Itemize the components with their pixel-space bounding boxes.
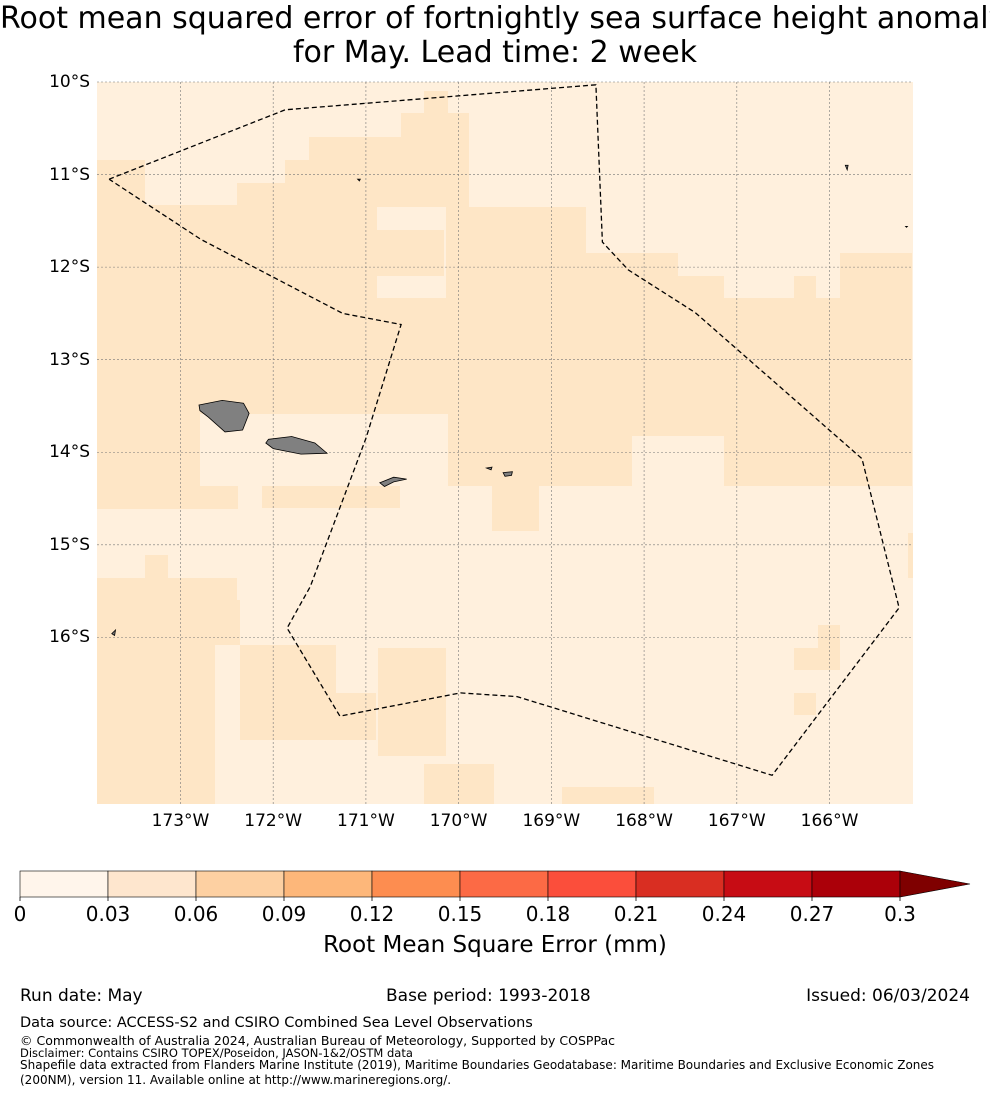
island-savaii bbox=[198, 399, 250, 433]
island-tau bbox=[502, 471, 513, 477]
island-small-4 bbox=[111, 628, 117, 637]
colorbar-tick-label: 0.24 bbox=[701, 902, 747, 926]
colorbar-segment-8 bbox=[723, 870, 813, 898]
lat-tick-label: 16°S bbox=[49, 627, 90, 648]
rmse-field bbox=[97, 82, 913, 804]
field-cell-6 bbox=[401, 113, 469, 207]
title-line-2: for May. Lead time: 2 week bbox=[292, 35, 698, 70]
field-cell-7 bbox=[424, 91, 448, 113]
field-cell-10 bbox=[446, 253, 540, 298]
field-cell-18 bbox=[448, 436, 632, 486]
colorbar-segment-2 bbox=[195, 870, 285, 898]
colorbar-segment-1 bbox=[107, 870, 197, 898]
field-cell-5 bbox=[376, 137, 401, 207]
island-small-2 bbox=[844, 164, 849, 172]
island-small-3 bbox=[904, 225, 909, 228]
colorbar-tick-label: 0.03 bbox=[85, 902, 131, 926]
lon-tick-label: 166°W bbox=[800, 811, 859, 831]
field-cell-28 bbox=[240, 645, 336, 740]
map-title: Root mean squared error of fortnightly s… bbox=[0, 2, 990, 70]
colorbar-tick-label: 0.15 bbox=[437, 902, 483, 926]
lat-tick-label: 12°S bbox=[49, 257, 90, 278]
field-cell-15 bbox=[97, 298, 257, 414]
colorbar-tick-label: 0.06 bbox=[173, 902, 219, 926]
colorbar-tick-label: 0.27 bbox=[789, 902, 835, 926]
field-cell-17 bbox=[448, 414, 912, 436]
field-cell-34 bbox=[818, 625, 840, 648]
field-cell-27 bbox=[215, 578, 237, 623]
colorbar-extend-arrow bbox=[899, 870, 971, 898]
field-cell-31 bbox=[424, 764, 494, 804]
lon-tick-label: 169°W bbox=[522, 811, 581, 831]
field-cell-3 bbox=[285, 160, 310, 183]
colorbar-tick-label: 0.21 bbox=[613, 902, 659, 926]
colorbar-tick-label: 0.3 bbox=[884, 902, 916, 926]
lon-tick-label: 172°W bbox=[244, 811, 303, 831]
land-masses bbox=[111, 164, 909, 637]
colorbar-segment-9 bbox=[811, 870, 901, 898]
colorbar-tick-label: 0.12 bbox=[349, 902, 395, 926]
field-cell-1 bbox=[97, 205, 237, 305]
lon-tick-label: 170°W bbox=[429, 811, 488, 831]
run-date: Run date: May bbox=[20, 986, 143, 1006]
field-cell-2 bbox=[237, 183, 377, 305]
colorbar-segment-0 bbox=[19, 870, 109, 898]
island-upolu bbox=[265, 436, 329, 455]
field-cell-9 bbox=[376, 230, 444, 276]
title-line-1: Root mean squared error of fortnightly s… bbox=[0, 1, 990, 36]
lat-tick-label: 11°S bbox=[49, 164, 90, 185]
field-cell-11 bbox=[540, 253, 678, 298]
lon-tick-label: 168°W bbox=[615, 811, 673, 831]
field-cell-33 bbox=[794, 648, 840, 670]
field-cell-36 bbox=[908, 533, 913, 578]
field-cell-4 bbox=[309, 137, 376, 183]
island-tutuila bbox=[379, 476, 407, 487]
shapefile-credit-line-2: (200NM), version 11. Available online at… bbox=[20, 1073, 452, 1087]
shapefile-credit-line-1: Shapefile data extracted from Flanders M… bbox=[20, 1058, 935, 1072]
field-cell-21 bbox=[200, 486, 238, 509]
colorbar-segment-6 bbox=[547, 870, 637, 898]
issued-date: Issued: 06/03/2024 bbox=[806, 986, 970, 1006]
field-cell-19 bbox=[724, 436, 912, 486]
island-small-1 bbox=[356, 178, 361, 182]
island-ofu-olosega bbox=[484, 466, 493, 471]
colorbar-title: Root Mean Square Error (mm) bbox=[323, 932, 667, 958]
colorbar-segment-4 bbox=[371, 870, 461, 898]
colorbar-tick-label: 0.18 bbox=[525, 902, 571, 926]
field-cell-29 bbox=[332, 693, 376, 740]
colorbar bbox=[19, 870, 971, 901]
field-cell-8 bbox=[446, 207, 586, 253]
lon-tick-label: 173°W bbox=[151, 811, 210, 831]
copyright-notice: © Commonwealth of Australia 2024, Austra… bbox=[20, 1033, 615, 1048]
base-period: Base period: 1993-2018 bbox=[386, 986, 591, 1006]
colorbar-segment-5 bbox=[459, 870, 549, 898]
graticule bbox=[97, 81, 913, 804]
data-source: Data source: ACCESS-S2 and CSIRO Combine… bbox=[20, 1015, 533, 1031]
field-cell-12 bbox=[678, 276, 724, 298]
lon-tick-label: 171°W bbox=[337, 811, 395, 831]
colorbar-tick-label: 0.09 bbox=[261, 902, 307, 926]
field-cell-23 bbox=[492, 486, 539, 531]
lat-tick-label: 14°S bbox=[49, 442, 90, 463]
field-cell-32 bbox=[562, 787, 654, 804]
lon-tick-label: 167°W bbox=[707, 811, 766, 831]
field-cell-22 bbox=[262, 486, 400, 508]
field-cell-13 bbox=[794, 276, 816, 298]
colorbar-segment-7 bbox=[635, 870, 725, 898]
lat-tick-label: 13°S bbox=[49, 349, 90, 370]
field-cell-30 bbox=[378, 648, 446, 756]
lat-tick-label: 15°S bbox=[49, 534, 90, 555]
disclaimer: Disclaimer: Contains CSIRO TOPEX/Poseido… bbox=[20, 1046, 413, 1060]
colorbar-tick-label: 0 bbox=[13, 902, 27, 926]
colorbar-segment-3 bbox=[283, 870, 373, 898]
field-cell-14 bbox=[840, 253, 912, 298]
field-cell-35 bbox=[794, 693, 816, 715]
field-cell-25 bbox=[145, 555, 168, 578]
field-cell-20 bbox=[97, 414, 200, 509]
lat-tick-label: 10°S bbox=[49, 72, 90, 92]
eez-boundary-line bbox=[108, 84, 900, 777]
